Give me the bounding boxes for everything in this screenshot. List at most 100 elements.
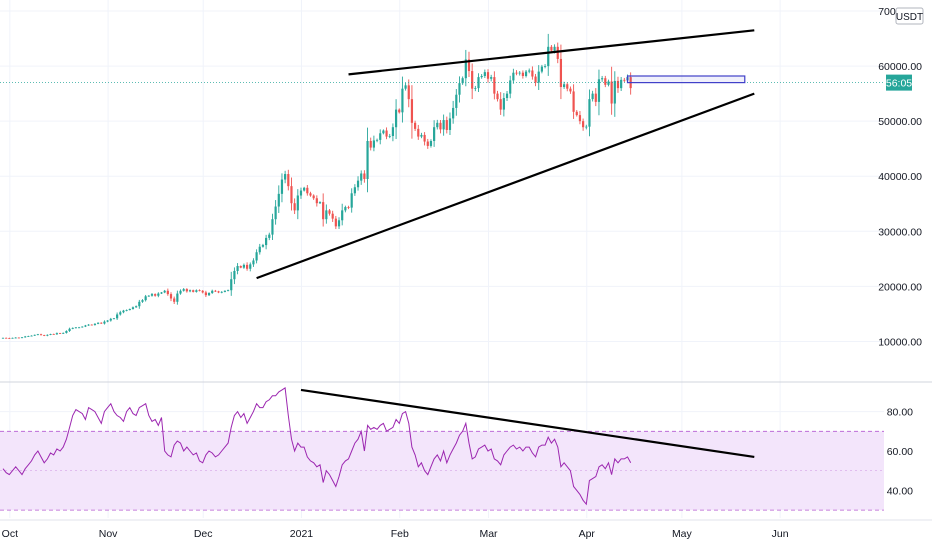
candle[interactable] bbox=[71, 327, 74, 330]
candle[interactable] bbox=[58, 332, 62, 334]
candle[interactable] bbox=[401, 76, 404, 123]
candle[interactable] bbox=[49, 333, 52, 336]
candle[interactable] bbox=[445, 116, 448, 134]
candle[interactable] bbox=[337, 217, 341, 229]
candle[interactable] bbox=[1, 337, 5, 339]
candle[interactable] bbox=[420, 132, 423, 139]
candle[interactable] bbox=[245, 262, 249, 271]
candle[interactable] bbox=[211, 289, 214, 294]
candle[interactable] bbox=[597, 69, 601, 116]
candle[interactable] bbox=[578, 111, 582, 125]
candle[interactable] bbox=[566, 82, 569, 92]
candle[interactable] bbox=[591, 90, 594, 102]
candle[interactable] bbox=[331, 210, 334, 222]
candle[interactable] bbox=[620, 76, 623, 92]
candle[interactable] bbox=[147, 295, 150, 297]
candle[interactable] bbox=[379, 129, 382, 145]
candle[interactable] bbox=[322, 193, 325, 227]
candle[interactable] bbox=[265, 234, 268, 250]
candle[interactable] bbox=[347, 205, 350, 210]
candle[interactable] bbox=[112, 317, 116, 320]
candle[interactable] bbox=[429, 139, 433, 148]
candle[interactable] bbox=[128, 308, 131, 311]
candle[interactable] bbox=[287, 169, 290, 191]
candle[interactable] bbox=[204, 290, 207, 298]
candle[interactable] bbox=[207, 292, 211, 296]
candle[interactable] bbox=[46, 334, 49, 337]
candle[interactable] bbox=[388, 133, 391, 139]
candle[interactable] bbox=[81, 326, 84, 328]
candle[interactable] bbox=[144, 294, 147, 302]
candle[interactable] bbox=[135, 305, 138, 308]
candle[interactable] bbox=[312, 194, 315, 200]
candle[interactable] bbox=[486, 69, 490, 83]
candle[interactable] bbox=[11, 337, 14, 339]
candle[interactable] bbox=[293, 198, 296, 215]
candle[interactable] bbox=[14, 337, 17, 339]
candle[interactable] bbox=[556, 42, 559, 64]
candle[interactable] bbox=[616, 76, 620, 93]
candle[interactable] bbox=[315, 195, 318, 207]
candle[interactable] bbox=[496, 90, 499, 102]
candle[interactable] bbox=[119, 310, 122, 316]
candle[interactable] bbox=[394, 99, 398, 140]
candle[interactable] bbox=[261, 243, 265, 248]
candle[interactable] bbox=[509, 75, 512, 99]
candle[interactable] bbox=[93, 323, 97, 326]
candle[interactable] bbox=[594, 88, 597, 107]
candle[interactable] bbox=[461, 76, 464, 85]
candle[interactable] bbox=[436, 119, 439, 130]
candle[interactable] bbox=[249, 262, 252, 272]
candle[interactable] bbox=[97, 322, 100, 325]
candle[interactable] bbox=[471, 63, 474, 100]
candle[interactable] bbox=[559, 44, 563, 100]
candle[interactable] bbox=[585, 124, 588, 130]
candle[interactable] bbox=[588, 89, 591, 137]
candle[interactable] bbox=[103, 320, 106, 325]
candle[interactable] bbox=[502, 93, 505, 117]
candle[interactable] bbox=[30, 335, 33, 337]
candle[interactable] bbox=[547, 33, 550, 76]
candle[interactable] bbox=[138, 299, 141, 309]
candle[interactable] bbox=[360, 170, 363, 185]
candle[interactable] bbox=[52, 333, 55, 335]
candle[interactable] bbox=[575, 110, 578, 117]
candle[interactable] bbox=[5, 337, 8, 339]
candle[interactable] bbox=[325, 204, 328, 224]
candle[interactable] bbox=[173, 296, 176, 305]
candle[interactable] bbox=[512, 68, 515, 84]
candle[interactable] bbox=[366, 127, 369, 193]
rsi-trendline[interactable] bbox=[300, 388, 755, 458]
candle[interactable] bbox=[141, 299, 144, 303]
candle[interactable] bbox=[474, 85, 477, 92]
upper-trendline[interactable] bbox=[348, 29, 755, 76]
candle[interactable] bbox=[464, 49, 467, 87]
candle[interactable] bbox=[195, 289, 198, 293]
candle[interactable] bbox=[163, 289, 166, 294]
candle[interactable] bbox=[55, 332, 58, 335]
candle[interactable] bbox=[122, 309, 125, 314]
candle[interactable] bbox=[62, 332, 65, 334]
candle[interactable] bbox=[280, 173, 284, 203]
candle[interactable] bbox=[582, 118, 585, 131]
candle[interactable] bbox=[433, 120, 436, 147]
candle[interactable] bbox=[309, 191, 312, 197]
candle[interactable] bbox=[268, 232, 271, 241]
candle[interactable] bbox=[613, 71, 616, 117]
candle[interactable] bbox=[344, 205, 347, 213]
candle[interactable] bbox=[458, 76, 461, 103]
rsi-line[interactable] bbox=[2, 387, 632, 506]
candle[interactable] bbox=[543, 64, 547, 69]
candle[interactable] bbox=[369, 137, 372, 151]
candle[interactable] bbox=[17, 337, 20, 339]
candle[interactable] bbox=[116, 312, 119, 320]
candle[interactable] bbox=[528, 68, 531, 74]
candle[interactable] bbox=[467, 51, 471, 77]
candle[interactable] bbox=[296, 189, 299, 220]
candle[interactable] bbox=[382, 129, 385, 135]
candle[interactable] bbox=[90, 324, 93, 326]
candle[interactable] bbox=[455, 89, 458, 116]
candle[interactable] bbox=[74, 327, 78, 329]
candle[interactable] bbox=[328, 208, 331, 216]
candle[interactable] bbox=[448, 112, 452, 135]
